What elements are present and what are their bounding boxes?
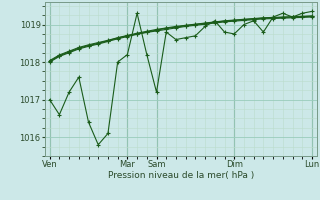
X-axis label: Pression niveau de la mer( hPa ): Pression niveau de la mer( hPa ): [108, 171, 254, 180]
